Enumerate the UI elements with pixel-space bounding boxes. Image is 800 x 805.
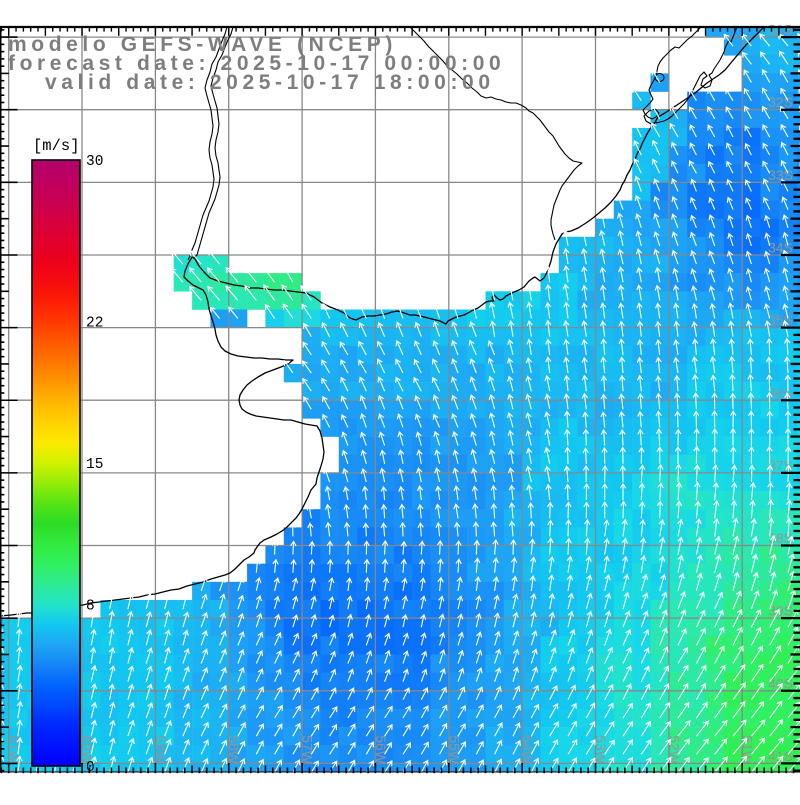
svg-text:40S: 40S <box>768 675 793 691</box>
svg-text:forecast date: 2025-10-17 00:0: forecast date: 2025-10-17 00:00:00 <box>8 52 505 75</box>
svg-text:54W: 54W <box>520 735 536 765</box>
svg-text:22: 22 <box>86 316 103 332</box>
svg-text:15: 15 <box>86 457 103 473</box>
svg-text:8: 8 <box>86 598 95 614</box>
svg-text:30: 30 <box>86 154 103 170</box>
svg-text:modelo GEFS-WAVE (NCEP): modelo GEFS-WAVE (NCEP) <box>8 33 397 56</box>
svg-text:60W: 60W <box>80 735 96 765</box>
svg-text:61W: 61W <box>6 735 22 765</box>
svg-text:36S: 36S <box>768 385 793 401</box>
svg-text:58W: 58W <box>226 735 242 765</box>
svg-text:41S: 41S <box>768 748 793 764</box>
svg-text:53W: 53W <box>593 735 609 765</box>
svg-text:37S: 37S <box>768 457 793 473</box>
svg-text:38S: 38S <box>768 530 793 546</box>
svg-text:56W: 56W <box>373 735 389 765</box>
svg-text:34S: 34S <box>768 240 793 256</box>
svg-text:31S: 31S <box>768 22 793 38</box>
svg-text:39S: 39S <box>768 603 793 619</box>
svg-text:59W: 59W <box>153 735 169 765</box>
svg-text:valid date: 2025-10-17 18:00:0: valid date: 2025-10-17 18:00:00 <box>45 71 495 94</box>
svg-text:57W: 57W <box>300 735 316 765</box>
svg-text:33S: 33S <box>768 167 793 183</box>
svg-text:35S: 35S <box>768 312 793 328</box>
svg-text:0: 0 <box>86 760 95 776</box>
svg-text:55W: 55W <box>446 735 462 765</box>
svg-text:[m/s]: [m/s] <box>33 137 80 155</box>
